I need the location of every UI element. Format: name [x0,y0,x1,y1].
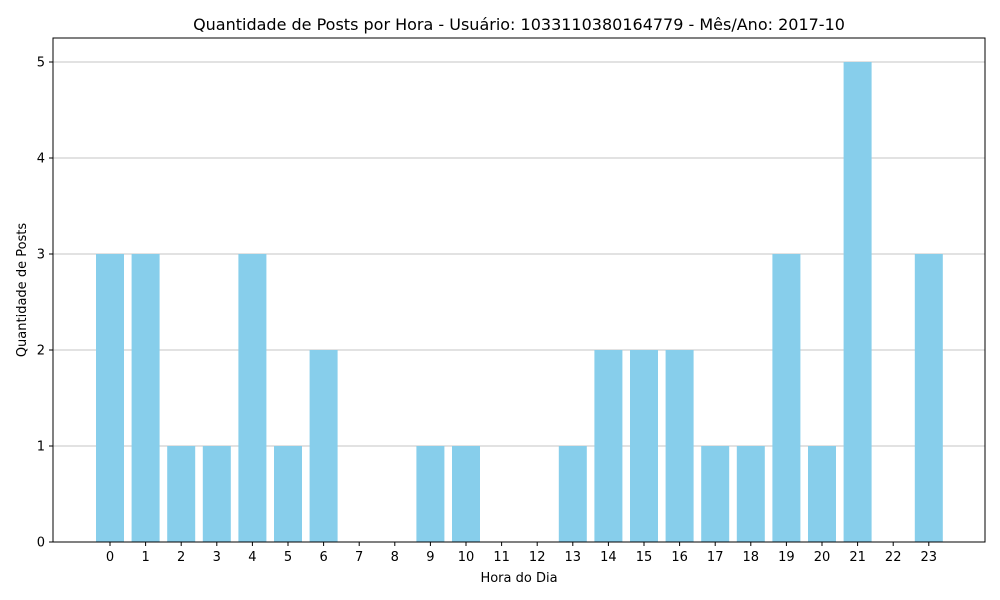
bar-hour-20 [808,446,836,542]
x-tick-label: 12 [529,550,546,565]
bar-hour-21 [843,62,872,542]
x-axis-label: Hora do Dia [480,571,557,586]
bar-hour-1 [131,254,160,542]
y-axis-ticks: 0 1 2 3 4 5 [37,56,53,551]
bar-hour-17 [701,446,730,542]
x-tick-label: 23 [921,550,938,565]
x-tick-label: 22 [885,550,902,565]
bar-hour-6 [309,350,338,542]
plot-frame [52,37,986,543]
bars [96,62,943,542]
x-tick-label: 14 [600,550,617,565]
bar-hour-13 [558,446,587,542]
x-tick-label: 19 [778,550,795,565]
y-tick-label: 5 [37,56,45,71]
x-tick-label: 21 [849,550,866,565]
bar-hour-14 [594,350,623,542]
bar-hour-5 [274,446,302,542]
bar-hour-4 [238,254,267,542]
bar-hour-16 [665,350,694,542]
x-tick-label: 4 [248,550,256,565]
x-tick-label: 2 [177,550,185,565]
x-tick-label: 16 [671,550,688,565]
bar-hour-15 [630,350,658,542]
y-tick-label: 2 [37,344,45,359]
bar-hour-18 [736,446,765,542]
x-axis-ticks: 0 1 2 3 4 5 6 7 8 9 10 11 12 13 14 15 16 17 18 19 20 21 22 23 [106,542,937,565]
bar-hour-3 [202,446,231,542]
x-tick-label: 9 [426,550,434,565]
x-tick-label: 7 [355,550,363,565]
x-tick-label: 11 [493,550,510,565]
y-tick-label: 1 [37,440,45,455]
x-tick-label: 6 [319,550,327,565]
y-tick-label: 0 [37,536,45,551]
x-tick-label: 15 [636,550,653,565]
x-tick-label: 20 [814,550,831,565]
x-tick-label: 0 [106,550,114,565]
x-tick-label: 5 [284,550,292,565]
y-tick-label: 3 [37,248,45,263]
y-tick-label: 4 [37,152,45,167]
x-tick-label: 3 [213,550,221,565]
chart-title: Quantidade de Posts por Hora - Usuário: … [193,15,845,34]
bar-hour-23 [914,254,943,542]
x-tick-label: 13 [565,550,582,565]
x-tick-label: 1 [141,550,149,565]
bar-hour-9 [416,446,445,542]
bar-hour-2 [167,446,196,542]
x-tick-label: 8 [391,550,399,565]
x-tick-label: 10 [458,550,475,565]
y-axis-label: Quantidade de Posts [15,223,30,358]
bar-hour-10 [452,446,480,542]
x-tick-label: 17 [707,550,724,565]
bar-hour-19 [772,254,801,542]
bar-hour-0 [96,254,124,542]
x-tick-label: 18 [743,550,760,565]
